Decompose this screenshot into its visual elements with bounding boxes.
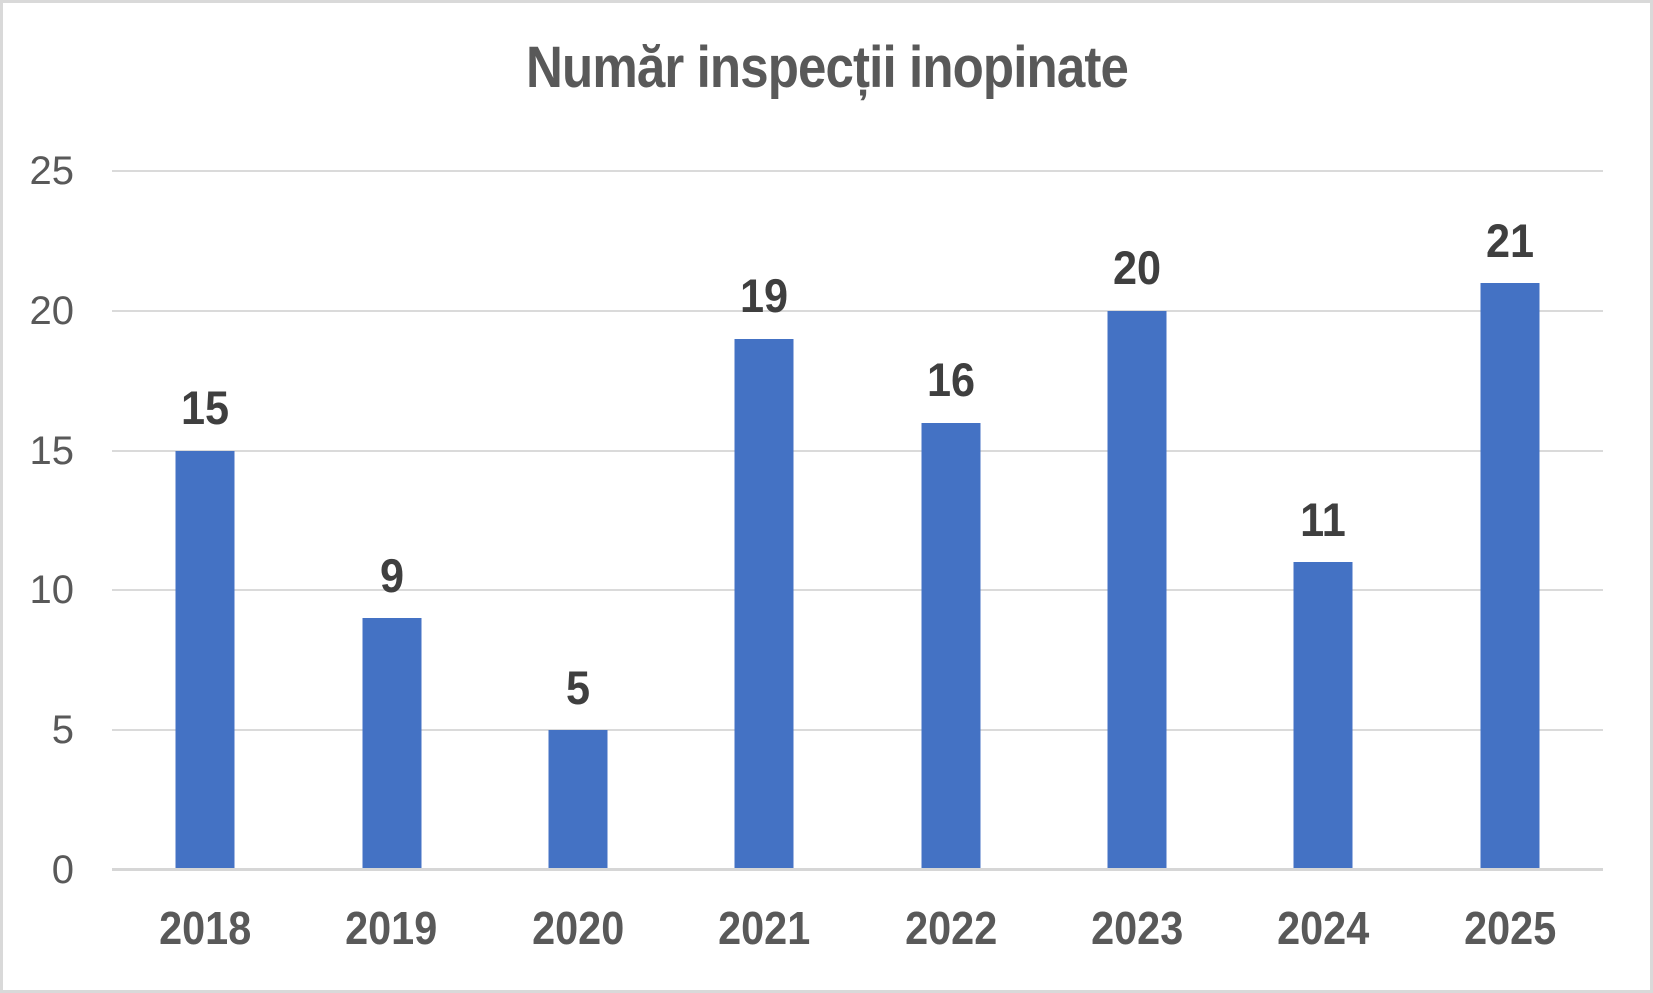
x-axis-label-2023: 2023	[1044, 901, 1230, 955]
bar-2024	[1293, 562, 1353, 870]
bar-2018	[175, 450, 235, 870]
x-axis-line	[112, 868, 1603, 871]
gridline	[112, 449, 1603, 452]
chart-title: Număr inspecții inopinate	[0, 34, 1653, 101]
bar-2019	[362, 618, 422, 870]
bar-2023	[1107, 310, 1167, 870]
bar-slot-2022: 16	[858, 171, 1044, 870]
bar-slot-2019: 9	[298, 171, 484, 870]
y-axis-tick-label: 5	[51, 708, 74, 753]
bar-slot-2023: 20	[1044, 171, 1230, 870]
x-axis-label-2022: 2022	[858, 901, 1044, 955]
bar-slot-2025: 21	[1417, 171, 1603, 870]
data-label-2019: 9	[379, 549, 404, 603]
x-axis: 2018 2019 2020 2021 2022 2023 2024 2025	[112, 901, 1603, 971]
x-axis-label-2021: 2021	[671, 901, 857, 955]
y-axis-tick-label: 15	[29, 428, 75, 473]
bar-slot-2018: 15	[112, 171, 298, 870]
bar-2021	[734, 338, 794, 870]
x-axis-label-text: 2024	[1277, 902, 1370, 954]
gridline	[112, 729, 1603, 732]
bar-slot-2024: 11	[1230, 171, 1416, 870]
data-label-2021: 19	[740, 269, 789, 323]
x-axis-label-text: 2022	[904, 902, 997, 954]
plot-area: 15 9 5 19 16 20 11 21	[112, 170, 1603, 870]
y-axis-tick-label: 20	[29, 288, 75, 333]
data-label-2024: 11	[1300, 493, 1347, 547]
x-axis-label-2025: 2025	[1417, 901, 1603, 955]
y-axis-tick-label: 25	[29, 149, 75, 193]
bar-slot-2020: 5	[485, 171, 671, 870]
x-axis-label-text: 2021	[718, 902, 811, 954]
x-axis-label-text: 2020	[531, 902, 624, 954]
gridline	[112, 309, 1603, 312]
y-axis-tick-label: 10	[29, 568, 75, 613]
x-axis-label-2020: 2020	[485, 901, 671, 955]
x-axis-label-2019: 2019	[298, 901, 484, 955]
x-axis-label-2018: 2018	[112, 901, 298, 955]
x-axis-label-text: 2019	[345, 902, 438, 954]
gridline	[112, 170, 1603, 172]
data-label-2020: 5	[565, 660, 590, 714]
chart-title-text: Număr inspecții inopinate	[525, 35, 1129, 100]
x-axis-label-text: 2018	[159, 902, 252, 954]
gridline	[112, 589, 1603, 592]
bar-slot-2021: 19	[671, 171, 857, 870]
data-label-2022: 16	[926, 353, 975, 407]
x-axis-label-text: 2025	[1463, 902, 1556, 954]
x-axis-label-2024: 2024	[1230, 901, 1416, 955]
bar-2025	[1480, 282, 1540, 870]
data-label-2018: 15	[181, 381, 230, 435]
bar-2020	[548, 730, 608, 870]
data-label-2025: 21	[1485, 213, 1534, 267]
y-axis-tick-label: 0	[51, 848, 74, 892]
data-label-2023: 20	[1113, 241, 1162, 295]
x-axis-label-text: 2023	[1091, 902, 1184, 954]
bar-2022	[921, 422, 981, 870]
y-axis: 0 5 10 15 20 25	[0, 151, 75, 890]
